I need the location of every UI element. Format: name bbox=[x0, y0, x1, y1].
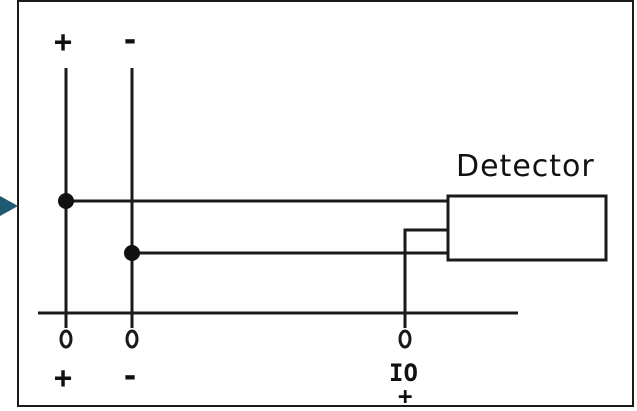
positive-terminal bbox=[59, 329, 73, 349]
positive-junction bbox=[58, 193, 74, 209]
top-negative-sign: - bbox=[121, 23, 140, 58]
io-sign: + bbox=[398, 382, 413, 410]
negative-junction bbox=[124, 245, 140, 261]
io-label: IO bbox=[389, 359, 418, 387]
top-positive-sign: + bbox=[54, 25, 73, 60]
bottom-positive-sign: + bbox=[54, 361, 73, 396]
detector-label: Detector bbox=[456, 149, 595, 184]
detector-box bbox=[446, 194, 608, 262]
bottom-negative-sign: - bbox=[121, 359, 140, 394]
negative-terminal bbox=[125, 329, 139, 349]
io-terminal bbox=[398, 329, 412, 349]
io-wire bbox=[403, 228, 448, 328]
pointer-arrow-icon bbox=[0, 196, 18, 216]
